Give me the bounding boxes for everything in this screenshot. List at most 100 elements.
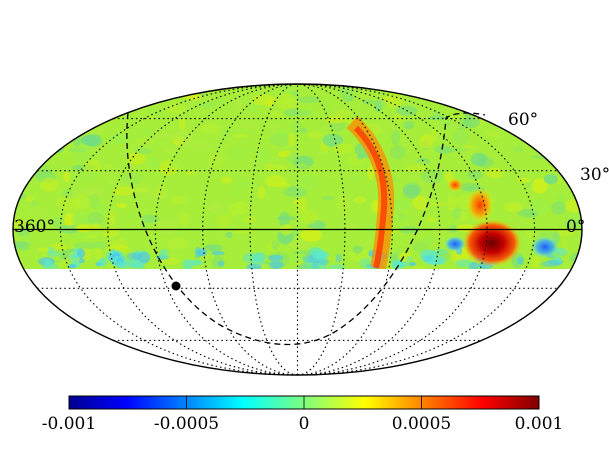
- intensity-patch: [291, 205, 302, 215]
- intensity-patch: [28, 93, 52, 103]
- intensity-patch: [68, 147, 87, 153]
- intensity-patch: [300, 228, 322, 242]
- colorbar-tick-label: -0.001: [42, 414, 96, 434]
- intensity-patch: [322, 133, 344, 147]
- intensity-patch: [355, 239, 377, 248]
- intensity-patch: [485, 167, 503, 179]
- intensity-patch: [235, 98, 242, 114]
- intensity-patch: [563, 217, 582, 230]
- intensity-patch: [18, 111, 30, 128]
- intensity-patch: [73, 242, 96, 250]
- intensity-patch: [203, 244, 223, 252]
- intensity-patch: [221, 176, 232, 184]
- intensity-patch: [484, 128, 496, 136]
- intensity-patch: [167, 237, 189, 250]
- intensity-patch: [135, 148, 153, 155]
- intensity-patch: [298, 197, 307, 214]
- intensity-patch: [268, 254, 284, 261]
- intensity-patch: [13, 192, 27, 200]
- intensity-patch: [544, 124, 562, 135]
- intensity-patch: [230, 201, 250, 215]
- intensity-patch: [426, 217, 437, 223]
- intensity-patch: [430, 128, 438, 142]
- intensity-patch: [101, 96, 112, 111]
- intensity-patch: [416, 160, 428, 169]
- intensity-patch: [312, 250, 329, 260]
- intensity-patch: [403, 121, 415, 130]
- intensity-patch: [433, 110, 441, 119]
- intensity-patch: [78, 258, 86, 264]
- intensity-patch: [290, 185, 305, 197]
- intensity-patch: [252, 94, 276, 106]
- intensity-patch: [525, 228, 533, 239]
- intensity-patch: [196, 248, 207, 257]
- intensity-patch: [145, 190, 170, 200]
- intensity-patch: [164, 147, 177, 154]
- intensity-patch: [419, 134, 433, 149]
- intensity-patch: [269, 110, 285, 119]
- intensity-patch: [117, 262, 126, 269]
- intensity-patch: [316, 258, 330, 266]
- intensity-patch: [72, 194, 90, 210]
- intensity-patch: [367, 165, 375, 180]
- intensity-patch: [292, 109, 313, 116]
- intensity-patch: [197, 102, 217, 109]
- intensity-patch: [99, 84, 121, 99]
- intensity-patch: [361, 99, 375, 105]
- intensity-patch: [40, 178, 59, 192]
- intensity-patch: [441, 85, 455, 96]
- intensity-patch: [271, 240, 280, 251]
- intensity-patch: [360, 88, 371, 101]
- intensity-patch: [420, 169, 444, 184]
- intensity-patch: [178, 117, 185, 130]
- intensity-patch: [255, 148, 272, 163]
- intensity-patch: [304, 161, 314, 167]
- intensity-patch: [543, 174, 558, 185]
- intensity-patch: [519, 131, 527, 138]
- intensity-patch: [347, 249, 372, 262]
- intensity-patch: [388, 214, 412, 223]
- intensity-patch: [389, 145, 406, 160]
- intensity-patch: [479, 90, 499, 99]
- intensity-patch: [68, 84, 78, 96]
- intensity-patch: [13, 139, 24, 149]
- intensity-patch: [13, 181, 26, 197]
- intensity-patch: [423, 235, 434, 246]
- intensity-patch: [101, 192, 108, 203]
- intensity-patch: [409, 262, 416, 267]
- colorbar-tick-label: 0.0005: [392, 414, 451, 434]
- intensity-patch: [464, 103, 473, 118]
- intensity-patch: [391, 129, 401, 146]
- intensity-patch: [554, 256, 562, 263]
- intensity-patch: [296, 174, 319, 191]
- intensity-patch: [106, 167, 125, 173]
- intensity-patch: [402, 184, 420, 199]
- intensity-patch: [288, 240, 310, 249]
- intensity-patch: [325, 115, 347, 124]
- intensity-patch: [85, 188, 102, 197]
- intensity-patch: [468, 261, 479, 269]
- intensity-patch: [84, 146, 97, 152]
- intensity-patch: [92, 84, 106, 93]
- intensity-patch: [18, 109, 32, 125]
- intensity-patch: [274, 93, 297, 109]
- intensity-patch: [321, 196, 334, 201]
- intensity-patch: [89, 194, 100, 209]
- intensity-patch: [134, 187, 152, 193]
- intensity-patch: [339, 220, 359, 234]
- lon-label-0: 0°: [566, 217, 585, 237]
- intensity-patch: [156, 219, 179, 235]
- intensity-patch: [98, 84, 120, 95]
- intensity-patch: [574, 121, 582, 132]
- intensity-patch: [554, 194, 567, 203]
- intensity-patch: [460, 93, 479, 100]
- intensity-patch: [493, 84, 500, 100]
- intensity-patch: [516, 256, 524, 265]
- intensity-patch: [169, 160, 176, 170]
- intensity-patch: [87, 211, 104, 226]
- intensity-patch: [274, 164, 287, 171]
- intensity-patch: [46, 250, 61, 257]
- intensity-patch: [75, 165, 82, 170]
- intensity-patch: [531, 178, 548, 194]
- intensity-patch: [467, 170, 483, 180]
